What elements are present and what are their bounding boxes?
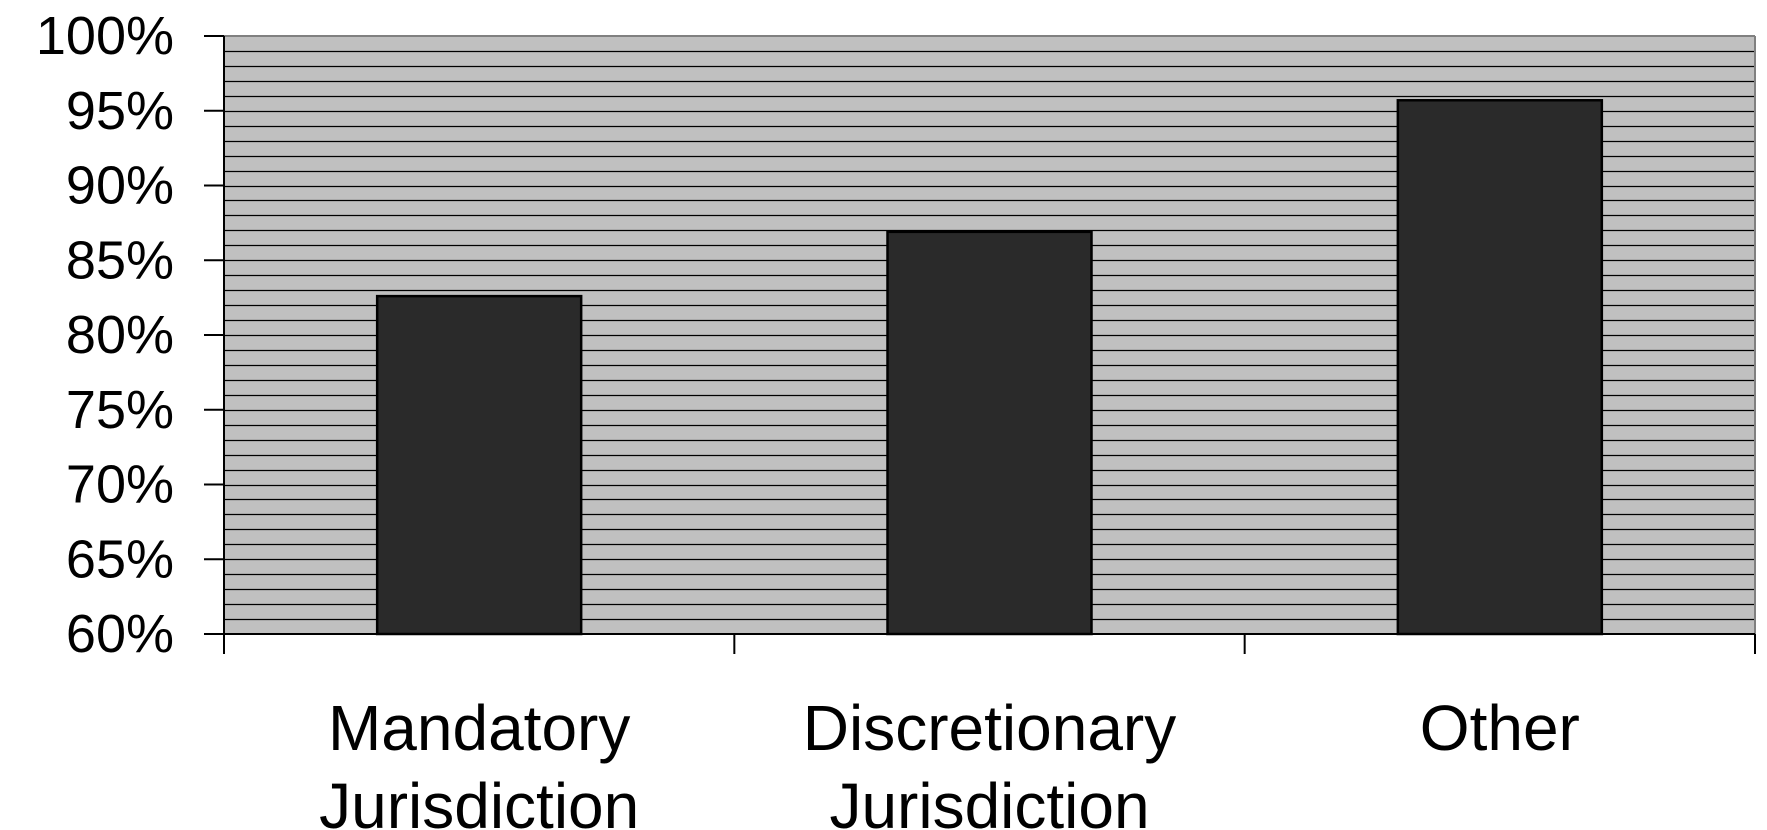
y-tick-label: 80%: [66, 305, 174, 365]
y-tick-label: 90%: [66, 156, 174, 216]
y-tick-label: 65%: [66, 529, 174, 589]
bar-2: [886, 230, 1093, 636]
category-label: Other: [1420, 692, 1580, 764]
y-tick-label: 70%: [66, 455, 174, 515]
bar-3: [1396, 99, 1604, 636]
y-tick-label: 60%: [66, 604, 174, 664]
axes: [204, 35, 1756, 654]
x-axis-category-labels: MandatoryJurisdictionDiscretionaryJurisd…: [319, 692, 1580, 830]
y-tick-label: 75%: [66, 380, 174, 440]
category-label: Discretionary: [803, 692, 1176, 764]
bar-1: [375, 294, 583, 636]
category-label: Jurisdiction: [829, 770, 1149, 830]
y-axis-tick-labels: 60% 65% 70% 75% 80% 85% 90% 95% 100%: [36, 6, 174, 664]
y-tick-label: 100%: [36, 6, 174, 66]
y-tick-label: 85%: [66, 230, 174, 290]
y-tick-label: 95%: [66, 81, 174, 141]
bars: [375, 99, 1604, 636]
category-label: Jurisdiction: [319, 770, 639, 830]
category-label: Mandatory: [328, 692, 630, 764]
